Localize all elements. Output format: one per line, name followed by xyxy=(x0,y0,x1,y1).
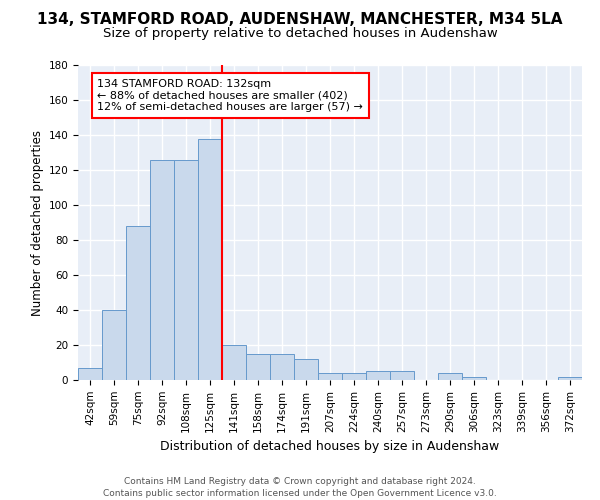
Text: Size of property relative to detached houses in Audenshaw: Size of property relative to detached ho… xyxy=(103,28,497,40)
Bar xyxy=(438,373,462,380)
X-axis label: Distribution of detached houses by size in Audenshaw: Distribution of detached houses by size … xyxy=(160,440,500,453)
Bar xyxy=(390,371,414,380)
Bar xyxy=(198,138,222,380)
Bar xyxy=(150,160,174,380)
Bar xyxy=(222,345,246,380)
Bar xyxy=(558,376,582,380)
Bar xyxy=(366,371,390,380)
Bar xyxy=(78,368,102,380)
Bar xyxy=(462,376,486,380)
Bar xyxy=(318,373,342,380)
Text: Contains public sector information licensed under the Open Government Licence v3: Contains public sector information licen… xyxy=(103,488,497,498)
Y-axis label: Number of detached properties: Number of detached properties xyxy=(31,130,44,316)
Bar xyxy=(342,373,366,380)
Bar xyxy=(126,226,150,380)
Text: 134 STAMFORD ROAD: 132sqm
← 88% of detached houses are smaller (402)
12% of semi: 134 STAMFORD ROAD: 132sqm ← 88% of detac… xyxy=(97,79,363,112)
Text: 134, STAMFORD ROAD, AUDENSHAW, MANCHESTER, M34 5LA: 134, STAMFORD ROAD, AUDENSHAW, MANCHESTE… xyxy=(37,12,563,28)
Bar xyxy=(102,310,126,380)
Bar xyxy=(294,359,318,380)
Text: Contains HM Land Registry data © Crown copyright and database right 2024.: Contains HM Land Registry data © Crown c… xyxy=(124,477,476,486)
Bar xyxy=(174,160,198,380)
Bar xyxy=(270,354,294,380)
Bar xyxy=(246,354,270,380)
